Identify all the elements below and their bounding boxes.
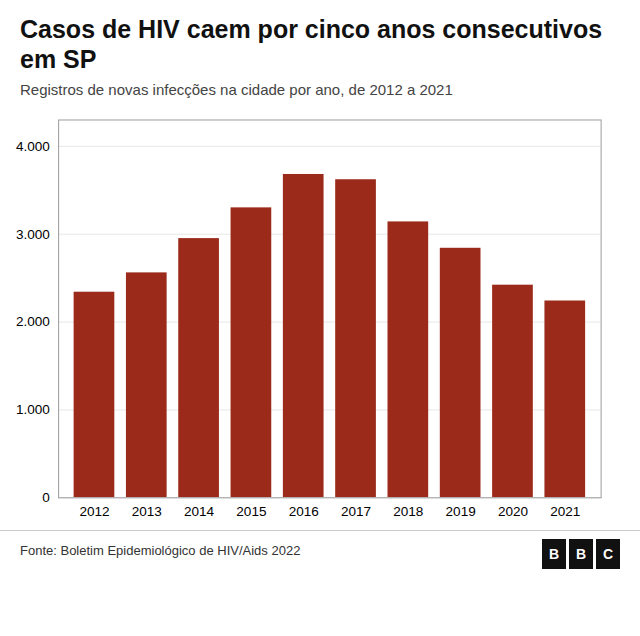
- html-text:Registros de novas infecções n: Registros de novas infecções na cidade p…: [20, 81, 453, 98]
- html-text:Casos de HIV caem por cinco an: Casos de HIV caem por cinco anos consecu…: [20, 15, 603, 73]
- svg-text:2018: 2018: [393, 504, 423, 519]
- svg-text:2014: 2014: [184, 504, 215, 519]
- html-text:B: B: [575, 545, 587, 562]
- html-text:B: B: [548, 545, 560, 562]
- html-text:Fonte: Boletim Epidemiológico: Fonte: Boletim Epidemiológico de HIV/Aid…: [20, 542, 301, 558]
- svg-text:2016: 2016: [289, 504, 319, 519]
- html-text:C: C: [602, 545, 614, 562]
- svg-text:2021: 2021: [550, 504, 580, 519]
- svg-text:1.000: 1.000: [16, 402, 50, 417]
- svg-text:4.000: 4.000: [16, 138, 50, 153]
- svg-text:2013: 2013: [132, 504, 162, 519]
- svg-text:2.000: 2.000: [16, 314, 50, 329]
- svg-text:2020: 2020: [498, 504, 528, 519]
- svg-text:2017: 2017: [341, 504, 371, 519]
- svg-text:2012: 2012: [79, 504, 109, 519]
- svg-text:2019: 2019: [446, 504, 476, 519]
- svg-text:2015: 2015: [236, 504, 266, 519]
- svg-text:0: 0: [42, 490, 50, 505]
- svg-text:3.000: 3.000: [16, 226, 50, 241]
